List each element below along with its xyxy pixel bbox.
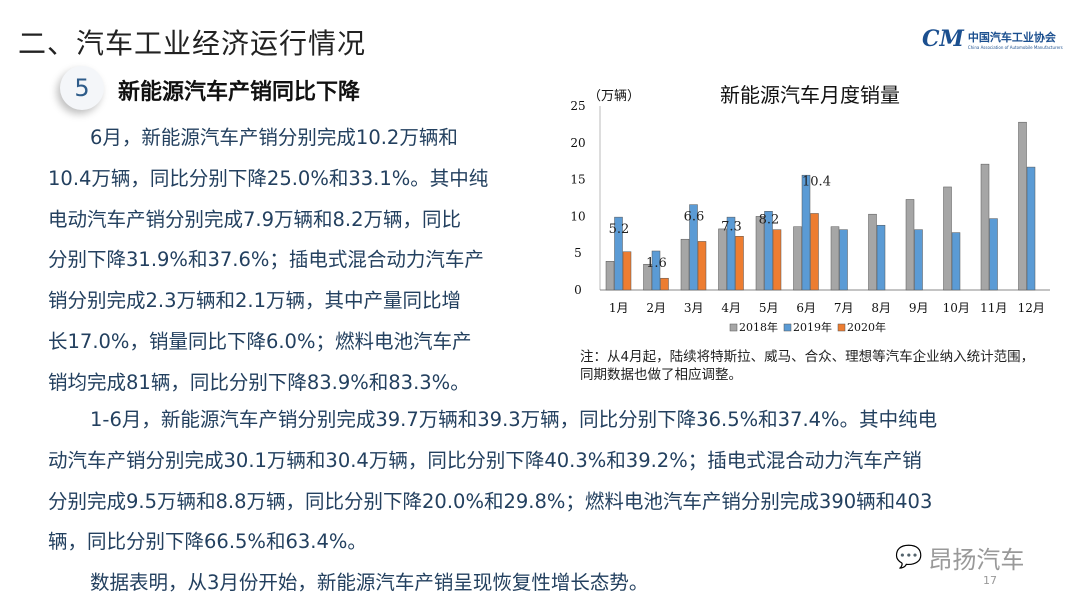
bar-2018年 [943,186,952,291]
x-tick-label: 6月 [796,301,816,315]
data-label: 1.6 [646,256,667,271]
chart-title: 新能源汽车月度销量 [720,83,900,107]
legend-swatch [837,323,846,332]
body-line: 10.4万辆，同比分别下降25.0%和33.1%。其中纯 [48,166,489,190]
bar-2018年 [980,163,990,291]
body-line: 6月，新能源汽车产销分别完成10.2万辆和 [90,126,458,149]
legend-swatch [783,323,792,332]
data-label: 10.4 [802,174,831,189]
bar-2019年 [989,218,998,291]
page-number: 17 [983,574,997,587]
bar-2019年 [614,216,623,291]
bar-2018年 [718,228,727,291]
slide-title: 二、汽车工业经济运行情况 [18,27,367,60]
bar-2018年 [830,226,840,291]
y-tick-label: 25 [570,99,585,113]
x-tick-label: 8月 [871,301,891,315]
y-tick-label: 15 [570,173,585,187]
bar-2020年 [622,251,632,291]
body-line: 分别下降31.9%和37.6%；插电式混合动力汽车产 [48,248,484,272]
y-tick-label: 10 [570,209,585,223]
y-tick-label: 0 [574,283,582,297]
y-axis-label: （万辆） [588,89,640,104]
watermark-text: 昂扬汽车 [928,546,1025,574]
logo: CM 中国汽车工业协会 China Association of Automob… [922,26,1063,52]
data-label: 5.2 [609,222,630,237]
bar-2020年 [735,236,744,291]
legend-label: 2020年 [847,320,886,334]
logo-en: China Association of Automobile Manufact… [967,44,1063,50]
legend-label: 2019年 [793,320,832,334]
body-line: 数据表明，从3月份开始，新能源汽车产销呈现恢复性增长态势。 [90,571,649,595]
wechat-icon: 💬 [895,545,923,570]
chart-note: 注：从4月起，陆续将特斯拉、威马、合众、理想等汽车企业纳入统计范围，同期数据也做… [580,349,1035,383]
watermark: 💬 昂扬汽车 [895,540,1024,575]
bar-2018年 [605,261,615,291]
body-line: 1-6月，新能源汽车产销分别完成39.7万辆和39.3万辆，同比分别下降36.5… [90,408,938,431]
data-label: 8.2 [759,213,780,228]
x-tick-label: 11月 [980,301,1007,315]
x-tick-label: 10月 [943,301,970,315]
bar-2019年 [951,232,961,291]
x-tick-label: 1月 [609,301,629,315]
bar-2018年 [680,238,690,291]
data-label: 7.3 [721,219,742,234]
x-tick-label: 12月 [1018,301,1045,315]
bar-2020年 [772,229,782,291]
legend-swatch [729,323,738,332]
bar-2019年 [764,210,773,291]
bar-2020年 [660,277,669,291]
bar-2019年 [1026,166,1036,291]
body-line: 销分别完成2.3万辆和2.1万辆，其中产量同比增 [48,289,462,313]
x-tick-label: 9月 [909,301,929,315]
y-tick-label: 5 [574,246,582,260]
section-subtitle: 新能源汽车产销同比下降 [118,80,361,105]
bar-2019年 [651,250,661,291]
y-tick-label: 20 [570,136,585,150]
x-tick-label: 5月 [759,301,779,315]
bar-2018年 [1018,121,1027,291]
bar-2018年 [793,226,802,291]
bar-2018年 [643,263,652,291]
body-line: 销均完成81辆，同比分别下降83.9%和83.3%。 [48,370,470,394]
body-line: 动汽车产销分别完成30.1万辆和30.4万辆，同比分别下降40.3%和39.2%… [48,448,922,472]
body-line: 电动汽车产销分别完成7.9万辆和8.2万辆，同比 [48,207,462,231]
data-label: 6.6 [684,210,705,225]
body-line: 分别完成9.5万辆和8.8万辆，同比分别下降20.0%和29.8%；燃料电池汽车… [48,489,933,513]
logo-cn: 中国汽车工业协会 [967,30,1056,44]
body-line: 辆，同比分别下降66.5%和63.4%。 [48,530,367,554]
bar-2018年 [905,199,915,291]
bar-2018年 [755,216,765,291]
bar-2018年 [868,213,877,291]
x-tick-label: 7月 [834,301,854,315]
x-tick-label: 4月 [721,301,741,315]
bar-2020年 [697,241,707,291]
legend-label: 2018年 [739,320,778,334]
bar-2020年 [810,213,819,291]
logo-mark: CM [922,26,964,52]
bar-2019年 [726,216,736,291]
body-line: 长17.0%，销量同比下降6.0%；燃料电池汽车产 [48,330,472,353]
bar-2019年 [689,204,698,291]
section-number-badge: 5 [60,66,104,110]
x-tick-label: 2月 [646,301,666,315]
x-tick-label: 3月 [684,301,704,315]
bar-2019年 [876,224,886,291]
bar-2019年 [914,229,923,291]
bar-2019年 [839,229,848,291]
bar-2019年 [801,174,811,291]
